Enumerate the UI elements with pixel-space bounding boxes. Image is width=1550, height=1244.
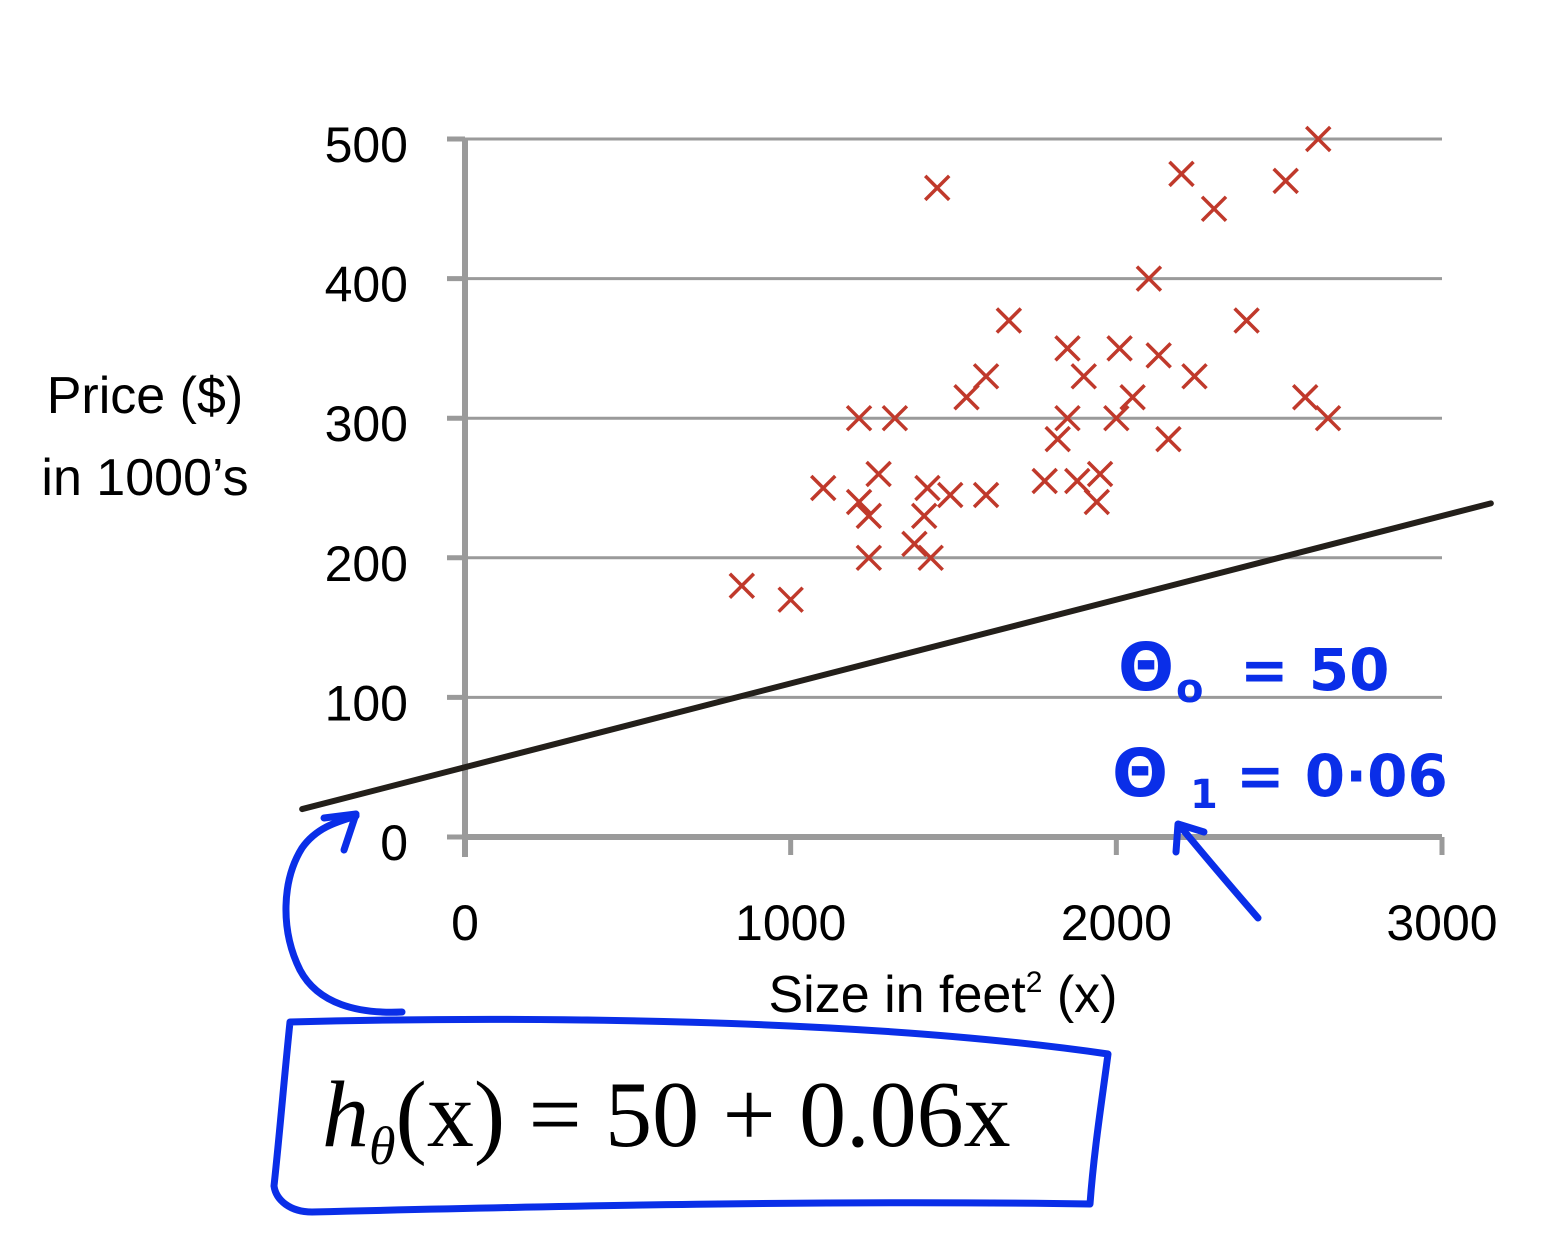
x-axis-title-superscript: 2 bbox=[1026, 966, 1043, 999]
formula-h: h bbox=[322, 1063, 369, 1167]
y-tick-label-200: 200 bbox=[325, 536, 408, 592]
theta0-annotation: Θ o = 50 bbox=[1118, 629, 1390, 712]
data-point-27 bbox=[1103, 404, 1130, 432]
data-point-12 bbox=[917, 544, 944, 572]
formula-theta: θ bbox=[369, 1116, 396, 1176]
data-point-11 bbox=[914, 474, 941, 502]
theta-arrow-shaft bbox=[1176, 822, 1262, 922]
data-point-3 bbox=[845, 404, 873, 432]
data-point-6 bbox=[855, 544, 883, 572]
x-axis-title-tail: (x) bbox=[1042, 966, 1117, 1024]
data-point-29 bbox=[1119, 384, 1146, 411]
data-point-36 bbox=[1233, 307, 1260, 334]
data-point-25 bbox=[1083, 488, 1111, 516]
y-tick-label-0: 0 bbox=[380, 815, 408, 871]
formula-arrow bbox=[282, 810, 406, 1016]
data-point-20 bbox=[1044, 425, 1071, 453]
data-point-8 bbox=[881, 404, 909, 432]
theta1-subscript: 1 bbox=[1190, 772, 1218, 818]
x-tick-label-0: 0 bbox=[451, 895, 479, 951]
theta0-value: = 50 bbox=[1240, 636, 1390, 704]
data-point-34 bbox=[1181, 363, 1208, 390]
data-point-19 bbox=[1031, 467, 1058, 495]
data-point-37 bbox=[1272, 167, 1299, 195]
theta-arrow bbox=[1172, 820, 1262, 922]
theta0-subscript: o bbox=[1176, 666, 1203, 712]
data-points bbox=[728, 125, 1342, 613]
data-point-28 bbox=[1106, 335, 1133, 362]
x-axis-title: Size in feet2 (x) bbox=[768, 966, 1117, 1024]
hypothesis-formula: hθ(x) = 50 + 0.06x bbox=[322, 1063, 1011, 1176]
data-point-23 bbox=[1064, 467, 1091, 495]
data-point-35 bbox=[1200, 195, 1228, 223]
y-tick-label-100: 100 bbox=[325, 675, 408, 731]
data-point-40 bbox=[1314, 404, 1342, 432]
data-point-14 bbox=[937, 481, 964, 509]
y-tick-label-500: 500 bbox=[325, 117, 408, 173]
theta1-value: = 0·06 bbox=[1236, 742, 1448, 810]
data-point-32 bbox=[1155, 425, 1182, 453]
x-tick-label-3000: 3000 bbox=[1386, 895, 1497, 951]
data-point-30 bbox=[1135, 265, 1163, 292]
data-point-24 bbox=[1070, 363, 1098, 390]
fit-line-group bbox=[299, 500, 1494, 813]
theta0-symbol: Θ bbox=[1118, 629, 1174, 706]
data-point-16 bbox=[972, 481, 1000, 509]
data-point-39 bbox=[1305, 125, 1332, 153]
theta-arrow-head bbox=[1172, 820, 1208, 856]
formula-box bbox=[270, 1015, 1112, 1216]
y-axis-title-line2: in 1000’s bbox=[41, 449, 248, 507]
x-tick-label-1000: 1000 bbox=[735, 895, 846, 951]
formula-arrow-head bbox=[320, 810, 360, 854]
x-axis-title-main: Size in feet bbox=[768, 966, 1026, 1024]
data-point-22 bbox=[1054, 404, 1081, 432]
fit-line bbox=[299, 500, 1494, 813]
data-point-0 bbox=[728, 572, 756, 599]
x-tick-label-2000: 2000 bbox=[1061, 895, 1172, 951]
gridlines bbox=[465, 137, 1442, 699]
data-point-1 bbox=[777, 586, 804, 613]
data-point-33 bbox=[1168, 160, 1195, 188]
y-axis-title-line1: Price ($) bbox=[47, 367, 243, 425]
theta1-annotation: Θ 1 = 0·06 bbox=[1112, 735, 1448, 818]
data-point-31 bbox=[1145, 342, 1172, 369]
axes bbox=[447, 136, 1445, 857]
formula-body: (x) = 50 + 0.06x bbox=[396, 1063, 1011, 1167]
data-point-21 bbox=[1054, 335, 1081, 362]
data-point-17 bbox=[972, 363, 1000, 390]
data-point-18 bbox=[995, 307, 1023, 334]
data-point-38 bbox=[1291, 384, 1319, 411]
data-point-4 bbox=[845, 488, 873, 516]
data-point-2 bbox=[809, 474, 837, 502]
theta1-symbol: Θ bbox=[1112, 735, 1168, 812]
data-point-10 bbox=[910, 502, 938, 530]
y-tick-label-400: 400 bbox=[325, 257, 408, 313]
y-tick-label-300: 300 bbox=[325, 396, 408, 452]
formula-arrow-curve bbox=[282, 812, 406, 1016]
data-point-15 bbox=[953, 384, 980, 411]
tick-labels: 0 100 200 300 400 500 0 1000 2000 3000 bbox=[325, 117, 1498, 951]
data-point-5 bbox=[855, 502, 883, 530]
data-point-7 bbox=[865, 460, 892, 488]
data-point-26 bbox=[1086, 460, 1114, 488]
data-point-13 bbox=[923, 174, 951, 202]
